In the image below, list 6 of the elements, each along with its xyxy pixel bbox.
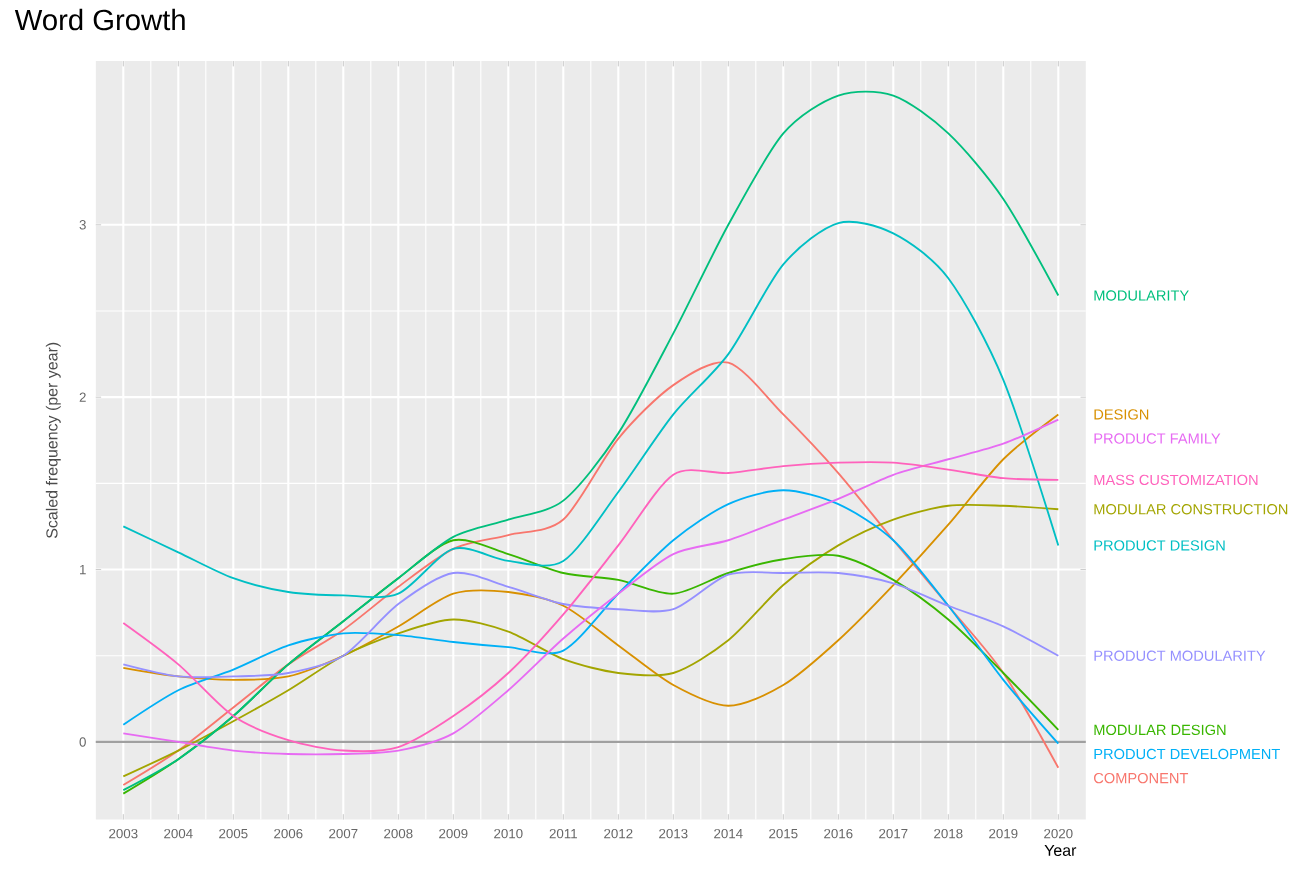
- line-series: [122, 361, 1060, 786]
- line-series: [122, 571, 1060, 679]
- line-series: [122, 503, 1060, 778]
- chart-title: Word Growth: [14, 8, 185, 31]
- line-series: [122, 220, 1060, 599]
- line-series: [122, 413, 1060, 707]
